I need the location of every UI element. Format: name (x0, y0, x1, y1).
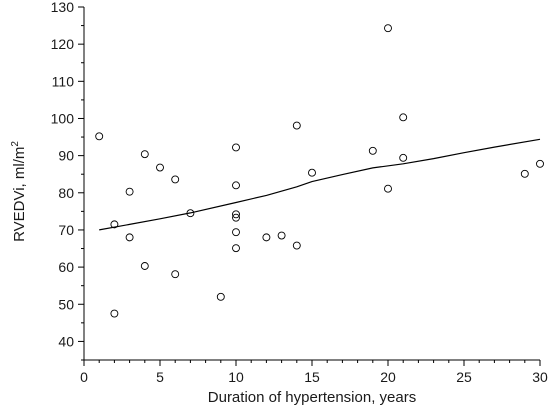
data-point (232, 213, 240, 222)
data-point (95, 132, 104, 141)
x-tick-label: 15 (304, 369, 320, 385)
trend-line-group (99, 138, 541, 231)
data-point (399, 113, 408, 122)
data-point (171, 270, 180, 279)
data-point (110, 309, 119, 318)
data-point (125, 233, 134, 242)
data-point (232, 181, 240, 190)
data-point (140, 262, 149, 270)
y-tick-label: 100 (51, 110, 75, 126)
data-point (125, 187, 134, 196)
data-point (384, 184, 392, 193)
data-point (232, 228, 240, 237)
x-tick-label: 20 (380, 369, 396, 385)
data-point (232, 210, 240, 219)
x-tick-label: 0 (80, 369, 88, 385)
data-point (292, 241, 301, 250)
y-tick-label: 40 (58, 333, 74, 349)
axis-ticks (78, 6, 541, 366)
y-tick-label: 80 (58, 185, 74, 201)
axes (83, 7, 540, 361)
data-point (110, 220, 119, 229)
data-point (520, 169, 529, 178)
data-point (292, 121, 301, 130)
data-point (384, 24, 392, 33)
data-points (95, 24, 544, 318)
y-tick-label: 60 (58, 259, 74, 275)
y-axis-title-main: RVEDVi, ml/m (11, 147, 28, 242)
data-point (308, 168, 316, 177)
x-tick-label: 30 (532, 369, 548, 385)
data-point (536, 159, 544, 168)
y-tick-label: 70 (58, 222, 74, 238)
data-point (399, 153, 408, 162)
trend-line (99, 138, 541, 231)
y-tick-label: 110 (52, 73, 75, 89)
y-tick-label: 120 (51, 36, 75, 52)
axis-tick-labels: 40 50 60 70 80 90 100 110 120 130 0 5 10 15 20 25 30 (51, 0, 548, 385)
data-point (216, 292, 225, 301)
data-point (232, 143, 240, 152)
data-point (277, 231, 286, 240)
y-tick-label: 90 (58, 148, 74, 164)
y-axis-title-superscript: 2 (10, 141, 21, 147)
y-tick-label: 50 (58, 296, 74, 312)
y-tick-label: 130 (51, 0, 75, 15)
x-tick-label: 5 (156, 369, 164, 385)
data-point (186, 209, 195, 218)
y-axis-title: RVEDVi, ml/m2 (10, 141, 28, 242)
data-point (368, 146, 377, 155)
x-tick-label: 25 (456, 369, 472, 385)
data-point (140, 150, 149, 159)
x-axis-title: Duration of hypertension, years (208, 389, 416, 406)
data-point (232, 244, 240, 253)
data-point (171, 175, 180, 184)
data-point (156, 163, 164, 172)
x-tick-label: 10 (228, 369, 244, 385)
data-point (262, 233, 271, 242)
